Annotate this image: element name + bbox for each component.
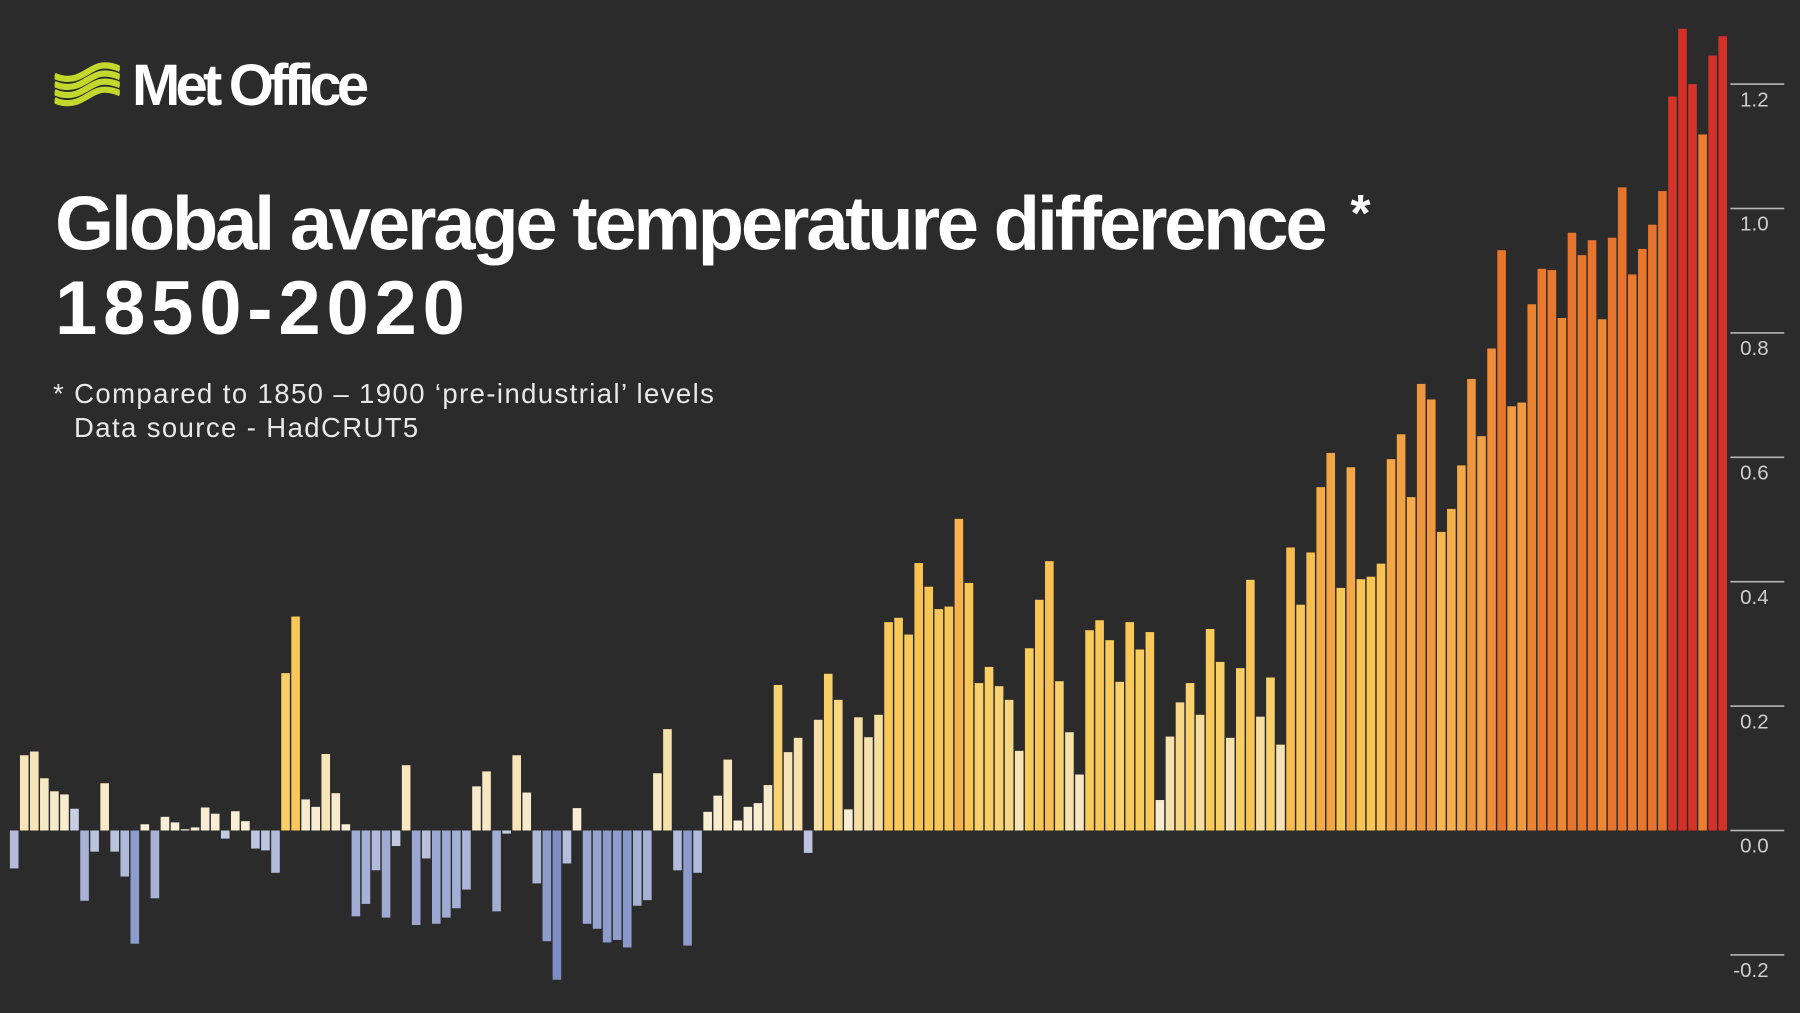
svg-text:0.4: 0.4 <box>1740 586 1769 609</box>
svg-text:0.2: 0.2 <box>1740 710 1769 733</box>
svg-text:0.8: 0.8 <box>1740 337 1769 360</box>
svg-text:1.0: 1.0 <box>1740 213 1769 236</box>
svg-text:1.2: 1.2 <box>1740 88 1769 111</box>
svg-text:0.6: 0.6 <box>1740 462 1769 485</box>
svg-text:0.0: 0.0 <box>1740 835 1769 858</box>
svg-text:-0.2: -0.2 <box>1733 959 1768 982</box>
